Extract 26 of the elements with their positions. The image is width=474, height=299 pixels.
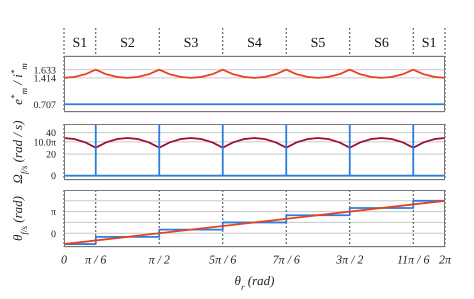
text: S1 xyxy=(72,36,88,51)
x-tick-label: 0 xyxy=(61,252,67,267)
x-tick-label: 7π / 6 xyxy=(272,252,300,267)
x-tick-label: 11π / 6 xyxy=(397,252,430,267)
x-tick-label: 5π / 6 xyxy=(209,252,236,267)
y-tick-label: 0.707 xyxy=(34,100,56,111)
line-series xyxy=(64,68,445,79)
y-tick-label: 40 xyxy=(46,128,56,140)
x-tick-label: π / 2 xyxy=(148,252,170,267)
y-tick-label: 1.414 xyxy=(34,73,56,84)
text: S4 xyxy=(247,36,262,51)
y-tick-label: 10.0π xyxy=(33,137,56,148)
y-tick-label: 20 xyxy=(46,150,56,161)
y-tick-label: π xyxy=(50,207,56,218)
text: S6 xyxy=(374,36,389,51)
text: S5 xyxy=(310,36,326,51)
x-tick-label: π / 6 xyxy=(85,252,106,267)
y-tick-label: 0 xyxy=(51,171,56,182)
line-series xyxy=(64,137,445,149)
text: S2 xyxy=(120,36,135,51)
text: S1 xyxy=(422,36,437,51)
x-tick-label: 3π / 2 xyxy=(335,252,364,267)
text: S3 xyxy=(184,36,198,51)
x-axis-title: θ$_{r}$ (rad) xyxy=(234,273,274,292)
y-tick-label: 0 xyxy=(51,228,56,240)
x-tick-label: 2π xyxy=(438,252,452,267)
